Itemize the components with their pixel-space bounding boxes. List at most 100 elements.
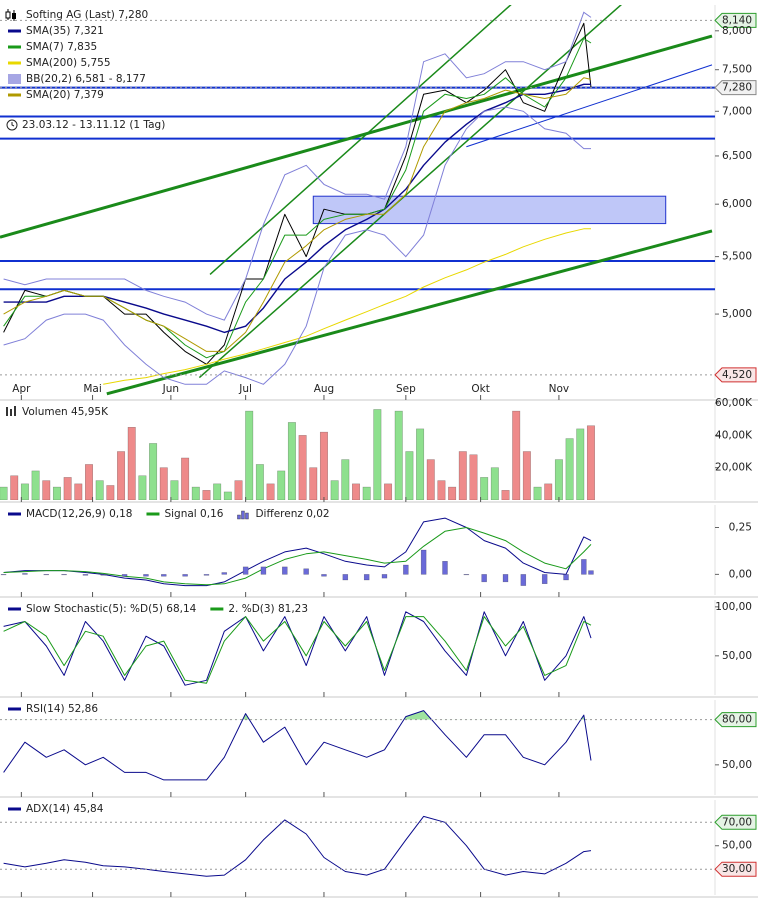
legend-icon — [6, 407, 8, 416]
bar — [138, 475, 147, 500]
legend-icon — [241, 510, 245, 520]
y-tick-label: 50,00 — [722, 650, 752, 662]
legend-label: 2. %D(3) 81,23 — [228, 603, 308, 615]
bar — [100, 574, 106, 576]
line — [3, 616, 592, 684]
bar — [202, 490, 211, 500]
x-tick-label: Aug — [314, 383, 335, 395]
bar — [298, 435, 307, 500]
line — [3, 815, 592, 877]
value-tag — [714, 712, 757, 728]
x-tick-label: Jun — [162, 383, 179, 395]
bar — [266, 483, 275, 500]
y-tick-label: 6,000 — [722, 198, 752, 210]
band-upper — [3, 11, 592, 321]
bar — [0, 574, 7, 576]
y-tick-label: 5,500 — [722, 251, 752, 263]
bar — [319, 431, 328, 500]
band-lower — [3, 106, 591, 385]
value-tag — [714, 12, 757, 28]
bar — [149, 443, 158, 500]
line — [3, 611, 592, 686]
bar — [481, 574, 487, 583]
bar — [490, 467, 499, 500]
y-tick-label: 40,00K — [715, 429, 753, 441]
bar — [469, 454, 478, 500]
bar — [74, 483, 83, 500]
y-tick-label: 8,000 — [722, 25, 752, 37]
bar — [330, 480, 339, 500]
bar — [588, 570, 594, 575]
bar — [143, 574, 149, 577]
bar — [282, 566, 288, 575]
y-tick-label: 70,00 — [722, 816, 752, 828]
bar — [448, 486, 457, 500]
bar — [20, 483, 29, 500]
bar — [403, 564, 409, 575]
y-tick-label: 50,00 — [722, 840, 752, 852]
value-tag — [714, 861, 757, 877]
x-tick-label: Nov — [549, 383, 570, 395]
trend-line — [466, 64, 713, 148]
bar — [260, 566, 267, 575]
bar — [541, 574, 548, 584]
bar — [85, 464, 93, 500]
x-tick-label: Okt — [471, 383, 489, 395]
clock-icon — [11, 122, 15, 127]
bar — [381, 574, 388, 579]
date-range: 23.03.12 - 13.11.12 (1 Tag) — [22, 119, 165, 131]
legend-label: SMA(35) 7,321 — [26, 25, 104, 37]
bar — [61, 574, 67, 576]
legend-icon — [12, 13, 16, 19]
bar — [502, 574, 509, 583]
y-tick-label: 20,00K — [715, 462, 753, 474]
bar — [309, 467, 318, 500]
bar — [170, 480, 179, 500]
bar — [117, 451, 126, 500]
bar — [203, 574, 210, 576]
bar — [426, 459, 435, 500]
bar — [394, 410, 403, 500]
legend-label: Slow Stochastic(5): %D(5) 68,14 — [26, 603, 197, 615]
bar — [544, 483, 553, 500]
y-tick-label: 5,000 — [722, 308, 752, 320]
bar — [106, 485, 115, 500]
line — [3, 527, 592, 586]
legend-icon — [10, 409, 12, 416]
bar — [420, 549, 427, 575]
trend-line — [198, 5, 623, 379]
legend-label: Differenz 0,02 — [255, 508, 329, 520]
bar — [277, 470, 286, 500]
trend-line — [209, 5, 512, 275]
y-tick-label: 80,00 — [722, 714, 752, 726]
legend-icon — [237, 514, 241, 520]
plot-area — [3, 710, 592, 781]
bar — [458, 451, 467, 500]
bar — [234, 480, 243, 500]
x-tick-label: Jul — [238, 383, 252, 395]
zone — [312, 195, 667, 225]
legend-label: SMA(20) 7,379 — [26, 89, 104, 101]
trend-line — [0, 34, 713, 239]
bar — [182, 574, 188, 577]
bar — [191, 486, 200, 500]
bar — [576, 428, 585, 500]
bar — [362, 486, 371, 500]
bar — [341, 459, 350, 500]
bar — [242, 566, 249, 575]
bar — [352, 483, 360, 500]
bar — [442, 561, 448, 575]
legend-label: SMA(7) 7,835 — [26, 41, 97, 53]
bar — [321, 574, 327, 577]
legend-icon — [245, 512, 249, 520]
legend-label: Volumen 45,95K — [22, 406, 109, 418]
y-tick-label: 30,00 — [722, 863, 752, 875]
bar — [437, 480, 446, 500]
bar — [52, 486, 61, 500]
bar — [563, 574, 569, 581]
bar — [43, 574, 50, 576]
legend-icon — [8, 74, 21, 84]
x-tick-label: Apr — [12, 383, 31, 395]
bar — [520, 574, 527, 586]
